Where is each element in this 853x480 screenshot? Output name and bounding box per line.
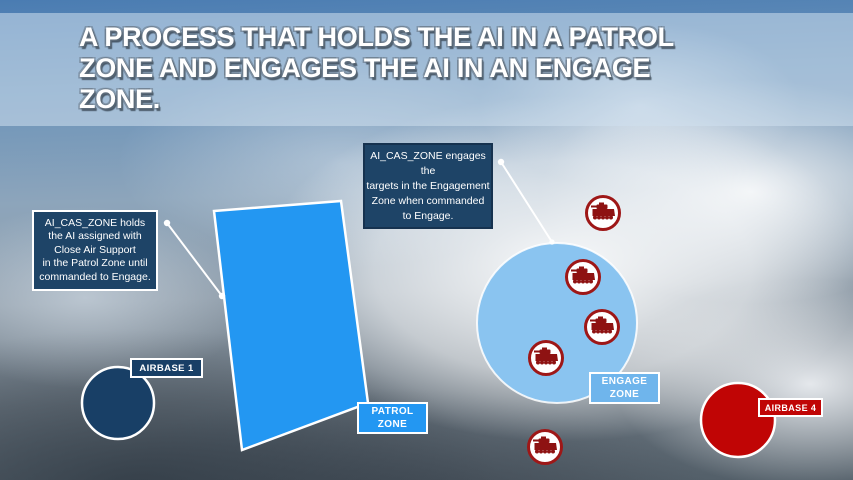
airbase4-label-text: AIRBASE 4 <box>764 402 817 413</box>
tank-icon[interactable] <box>583 308 621 346</box>
patrol-callout-connector <box>163 219 226 300</box>
airbase4-circle[interactable] <box>699 381 777 459</box>
airbase4-label[interactable]: AIRBASE 4 <box>758 398 823 417</box>
connector-dot <box>218 292 226 300</box>
patrol-callout-box[interactable]: AI_CAS_ZONE holds the AI assigned with C… <box>32 210 158 291</box>
title-band <box>0 13 853 126</box>
engage-callout-text: AI_CAS_ZONE engages the targets in the E… <box>366 149 490 222</box>
airbase1-label[interactable]: AIRBASE 1 <box>130 358 203 378</box>
tank-icon[interactable] <box>527 339 565 377</box>
patrol-zone-label-text: PATROL ZONE <box>371 406 414 430</box>
engage-callout-box[interactable]: AI_CAS_ZONE engages the targets in the E… <box>363 143 493 229</box>
patrol-zone-shape[interactable] <box>212 199 370 452</box>
connector-dot <box>549 239 555 245</box>
engage-zone-label[interactable]: ENGAGE ZONE <box>589 372 660 404</box>
patrol-callout-text: AI_CAS_ZONE holds the AI assigned with C… <box>39 216 151 283</box>
tank-icon[interactable] <box>526 428 564 466</box>
airbase1-label-text: AIRBASE 1 <box>139 362 194 374</box>
patrol-zone-label[interactable]: PATROL ZONE <box>357 402 428 434</box>
tank-icon[interactable] <box>564 258 602 296</box>
airbase1-circle[interactable] <box>80 365 156 441</box>
title-line-2: ZONE AND ENGAGES THE AI IN AN ENGAGE <box>79 53 651 83</box>
tank-icon[interactable] <box>584 194 622 232</box>
engage-callout-connector <box>497 158 555 245</box>
engage-zone-label-text: ENGAGE ZONE <box>601 376 648 400</box>
title-line-1: A PROCESS THAT HOLDS THE AI IN A PATROL <box>79 22 674 52</box>
slide-title: A PROCESS THAT HOLDS THE AI IN A PATROL … <box>79 22 799 115</box>
connector-dot <box>497 158 505 166</box>
title-line-3: ZONE. <box>79 84 161 114</box>
connector-dot <box>163 219 171 227</box>
